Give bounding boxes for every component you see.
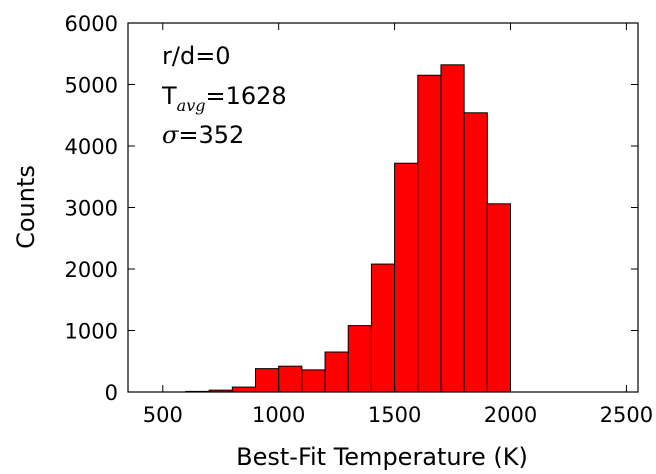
histogram-bar bbox=[278, 365, 303, 393]
x-tick-label: 2500 bbox=[600, 403, 653, 427]
histogram-bar bbox=[440, 64, 465, 393]
sigma-value: =352 bbox=[178, 121, 244, 149]
x-axis-label: Best-Fit Temperature (K) bbox=[236, 443, 528, 471]
x-tick-label: 1000 bbox=[252, 403, 305, 427]
tavg-prefix: T bbox=[161, 82, 177, 110]
bars-group bbox=[185, 64, 511, 393]
histogram-bar bbox=[417, 74, 442, 393]
annotation-sigma: σ=352 bbox=[162, 121, 244, 149]
histogram-bar bbox=[301, 369, 326, 393]
histogram-bar bbox=[486, 203, 511, 393]
y-tick-label: 0 bbox=[105, 381, 118, 405]
y-tick-label: 1000 bbox=[65, 320, 118, 344]
x-tick-label: 500 bbox=[143, 403, 183, 427]
tavg-subscript: avg bbox=[177, 96, 206, 115]
tavg-value: =1628 bbox=[206, 82, 287, 110]
ticks-group: 500 1000 1500 2000 2500 0 1000 2000 3000 4000 5000… bbox=[65, 12, 654, 427]
y-tick-label: 6000 bbox=[65, 12, 118, 36]
annotation-box: r/d=0 Tavg=1628 σ=352 bbox=[161, 42, 287, 149]
y-tick-label: 5000 bbox=[65, 74, 118, 98]
histogram-bar bbox=[255, 368, 280, 393]
histogram-bar bbox=[394, 162, 419, 393]
annotation-rd: r/d=0 bbox=[162, 42, 231, 70]
histogram-bar bbox=[463, 112, 488, 393]
annotation-tavg: Tavg=1628 bbox=[161, 82, 287, 115]
histogram-bar bbox=[370, 263, 396, 393]
histogram-bar bbox=[324, 351, 349, 393]
y-axis-label: Counts bbox=[12, 165, 40, 249]
histogram-bar bbox=[231, 386, 256, 393]
y-tick-label: 4000 bbox=[65, 135, 118, 159]
x-tick-label: 2000 bbox=[484, 403, 537, 427]
sigma-symbol: σ bbox=[162, 121, 179, 149]
y-tick-label: 3000 bbox=[65, 197, 118, 221]
x-tick-label: 1500 bbox=[368, 403, 421, 427]
y-tick-label: 2000 bbox=[65, 258, 118, 282]
histogram-bar bbox=[347, 325, 372, 393]
